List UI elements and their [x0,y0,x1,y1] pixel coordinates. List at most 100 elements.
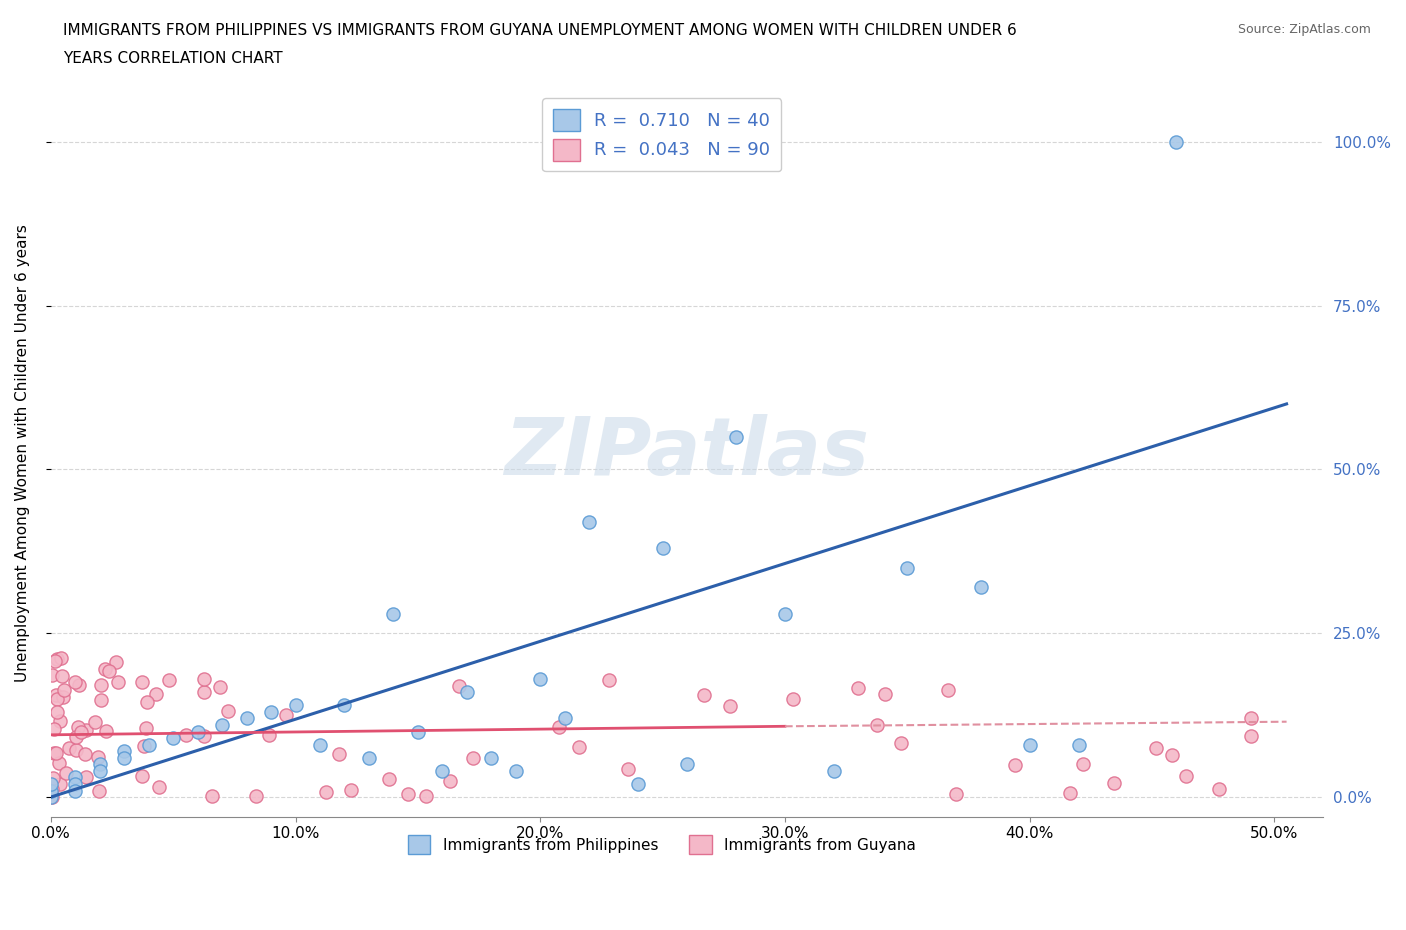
Point [45,745,67,760]
Point [65,770,87,785]
Point [69,678,91,693]
Point [90,677,112,692]
Point [274,708,297,723]
Point [598,672,620,687]
Point [724,430,747,445]
Point [782,692,804,707]
Point [208,680,231,695]
Point [357,751,380,765]
Point [1175,768,1198,783]
Point [63,675,86,690]
Point [456,684,478,699]
Point [676,757,699,772]
Point [1067,737,1090,752]
Point [529,671,551,686]
Point [479,751,502,765]
Point [693,687,716,702]
Point [39,790,62,804]
Point [651,540,673,555]
Point [107,674,129,689]
Point [42,771,65,786]
Point [48,756,70,771]
Point [616,761,638,776]
Point [718,698,741,713]
Point [65,783,87,798]
Point [41,668,63,683]
Text: YEARS CORRELATION CHART: YEARS CORRELATION CHART [63,51,283,66]
Point [39,777,62,791]
Point [46,652,69,667]
Point [235,711,257,726]
Point [260,704,283,719]
Point [41,782,63,797]
Point [49,777,72,791]
Point [97,663,120,678]
Point [211,718,233,733]
Point [75,770,97,785]
Point [162,731,184,746]
Point [333,698,356,712]
Point [135,721,157,736]
Point [309,737,332,752]
Point [1059,786,1081,801]
Point [41,790,63,804]
Text: Source: ZipAtlas.com: Source: ZipAtlas.com [1237,23,1371,36]
Point [176,728,198,743]
Point [112,751,135,765]
Point [396,787,419,802]
Point [87,784,110,799]
Point [554,711,576,726]
Point [46,704,69,719]
Point [51,669,73,684]
Point [1102,776,1125,790]
Point [187,724,209,739]
Point [135,695,157,710]
Point [193,684,215,699]
Point [1240,728,1263,743]
Point [415,789,437,804]
Point [49,650,72,665]
Point [773,606,796,621]
Point [284,698,307,712]
Point [134,738,156,753]
Point [44,654,66,669]
Point [131,675,153,690]
Point [1161,747,1184,762]
Point [44,722,66,737]
Point [55,765,77,780]
Point [157,672,180,687]
Point [328,747,350,762]
Point [505,764,527,778]
Point [145,686,167,701]
Point [52,689,75,704]
Point [84,714,107,729]
Point [46,691,69,706]
Point [104,654,127,669]
Point [578,514,600,529]
Point [42,745,65,760]
Point [94,724,117,738]
Point [938,683,960,698]
Point [547,720,569,735]
Point [449,679,471,694]
Y-axis label: Unemployment Among Women with Children Under 6 years: Unemployment Among Women with Children U… [15,224,30,682]
Point [1004,758,1026,773]
Point [66,720,89,735]
Point [75,746,97,761]
Point [382,606,405,621]
Text: IMMIGRANTS FROM PHILIPPINES VS IMMIGRANTS FROM GUYANA UNEMPLOYMENT AMONG WOMEN W: IMMIGRANTS FROM PHILIPPINES VS IMMIGRANT… [63,23,1017,38]
Point [65,743,87,758]
Point [873,686,896,701]
Point [970,580,993,595]
Point [48,714,70,729]
Point [315,784,337,799]
Point [70,725,93,740]
Point [568,739,591,754]
Point [39,783,62,798]
Point [257,728,280,743]
Point [1144,740,1167,755]
Point [627,777,650,791]
Point [90,692,112,707]
Point [406,724,429,739]
Point [823,764,845,778]
